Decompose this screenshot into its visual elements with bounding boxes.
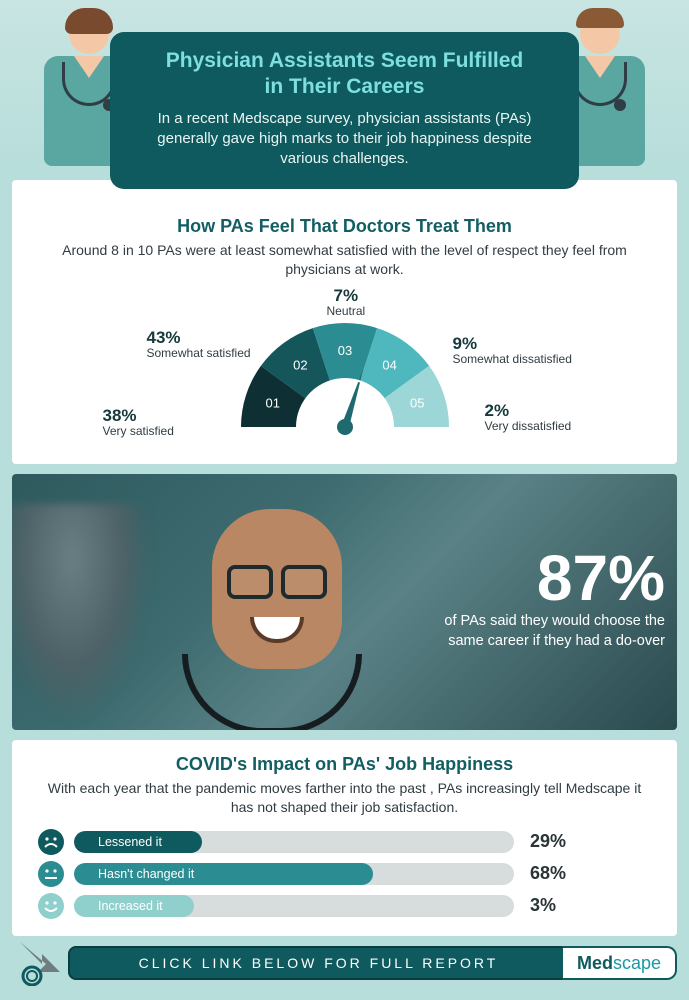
bar-pct: 3%: [530, 895, 580, 916]
happy-face-icon: [38, 893, 64, 919]
bar-track: Hasn't changed it: [74, 863, 514, 885]
gauge-segment-id: 05: [410, 395, 424, 410]
photo-background-figure: [12, 504, 152, 724]
stat-87: 87% of PAs said they would choose thesam…: [444, 546, 665, 651]
gauge-chart: 01 02 03 04 05 38%Very satisfied 43%Somewhat…: [55, 287, 635, 447]
bar-label: Increased it: [98, 899, 163, 913]
card-gauge: How PAs Feel That Doctors Treat Them Aro…: [12, 180, 677, 464]
bar-row: Hasn't changed it 68%: [38, 861, 651, 887]
gauge-label-03: 7%Neutral: [327, 287, 366, 317]
cta-button[interactable]: CLICK LINK BELOW FOR FULL REPORT: [68, 946, 569, 980]
covid-subtitle: With each year that the pandemic moves f…: [38, 779, 651, 817]
gauge-label-01: 38%Very satisfied: [103, 407, 174, 437]
bar-pct: 68%: [530, 863, 580, 884]
cta-row: CLICK LINK BELOW FOR FULL REPORT Medscap…: [12, 940, 677, 986]
bar-track: Increased it: [74, 895, 514, 917]
photo-face: [212, 509, 342, 669]
gauge-title: How PAs Feel That Doctors Treat Them: [32, 216, 657, 237]
neutral-face-icon: [38, 861, 64, 887]
covid-bar-chart: Lessened it 29% Hasn't changed it 68% Increa…: [38, 829, 651, 919]
bar-fill: Hasn't changed it: [74, 863, 373, 885]
stethoscope-icon: [182, 654, 362, 730]
gauge-label-04: 9%Somewhat dissatisfied: [453, 335, 572, 365]
gauge-segment-id: 02: [293, 357, 307, 372]
arrow-down-icon: [12, 940, 68, 986]
stat-87-desc: of PAs said they would choose thesame ca…: [444, 612, 665, 651]
stat-87-value: 87%: [444, 546, 665, 610]
bar-pct: 29%: [530, 831, 580, 852]
stat-photo-band: 87% of PAs said they would choose thesam…: [12, 474, 677, 730]
gauge-segment-id: 01: [265, 395, 279, 410]
glasses-icon: [218, 565, 336, 599]
headline-body: In a recent Medscape survey, physician a…: [138, 109, 551, 170]
headline-banner: Physician Assistants Seem Fulfilled in T…: [110, 32, 579, 189]
brand-logo: Medscape: [563, 946, 677, 980]
bar-fill: Lessened it: [74, 831, 202, 853]
covid-title: COVID's Impact on PAs' Job Happiness: [38, 754, 651, 775]
gauge-label-02: 43%Somewhat satisfied: [147, 329, 251, 359]
smile-icon: [250, 617, 304, 643]
sad-face-icon: [38, 829, 64, 855]
gauge-subtitle: Around 8 in 10 PAs were at least somewha…: [32, 241, 657, 279]
cta-label: CLICK LINK BELOW FOR FULL REPORT: [139, 955, 499, 971]
bar-track: Lessened it: [74, 831, 514, 853]
bar-row: Lessened it 29%: [38, 829, 651, 855]
headline-title: Physician Assistants Seem Fulfilled in T…: [138, 48, 551, 101]
bar-label: Hasn't changed it: [98, 867, 194, 881]
gauge-label-05: 2%Very dissatisfied: [485, 402, 572, 432]
gauge-segment-id: 03: [337, 343, 351, 358]
gauge-segment-id: 04: [382, 357, 396, 372]
card-covid-bars: COVID's Impact on PAs' Job Happiness Wit…: [12, 740, 677, 936]
bar-fill: Increased it: [74, 895, 194, 917]
bar-row: Increased it 3%: [38, 893, 651, 919]
bar-label: Lessened it: [98, 835, 162, 849]
